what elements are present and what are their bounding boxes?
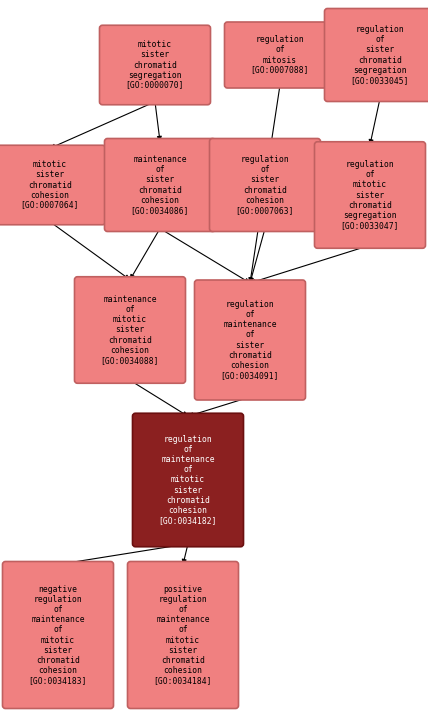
FancyBboxPatch shape	[74, 276, 185, 383]
FancyBboxPatch shape	[225, 22, 336, 88]
Text: regulation
of
maintenance
of
sister
chromatid
cohesion
[GO:0034091]: regulation of maintenance of sister chro…	[221, 300, 279, 380]
Text: maintenance
of
sister
chromatid
cohesion
[GO:0034086]: maintenance of sister chromatid cohesion…	[131, 155, 189, 215]
Text: negative
regulation
of
maintenance
of
mitotic
sister
chromatid
cohesion
[GO:0034: negative regulation of maintenance of mi…	[29, 585, 87, 685]
FancyBboxPatch shape	[209, 139, 321, 231]
FancyBboxPatch shape	[104, 139, 216, 231]
Text: regulation
of
mitosis
[GO:0007088]: regulation of mitosis [GO:0007088]	[251, 35, 309, 75]
Text: regulation
of
maintenance
of
mitotic
sister
chromatid
cohesion
[GO:0034182]: regulation of maintenance of mitotic sis…	[159, 435, 217, 525]
Text: regulation
of
mitotic
sister
chromatid
segregation
[GO:0033047]: regulation of mitotic sister chromatid s…	[341, 160, 399, 230]
Text: mitotic
sister
chromatid
segregation
[GO:0000070]: mitotic sister chromatid segregation [GO…	[126, 40, 184, 90]
Text: regulation
of
sister
chromatid
cohesion
[GO:0007063]: regulation of sister chromatid cohesion …	[236, 155, 294, 215]
FancyBboxPatch shape	[0, 145, 105, 225]
FancyBboxPatch shape	[133, 414, 244, 546]
FancyBboxPatch shape	[194, 280, 306, 400]
Text: maintenance
of
mitotic
sister
chromatid
cohesion
[GO:0034088]: maintenance of mitotic sister chromatid …	[101, 295, 159, 365]
Text: mitotic
sister
chromatid
cohesion
[GO:0007064]: mitotic sister chromatid cohesion [GO:00…	[21, 160, 79, 210]
FancyBboxPatch shape	[324, 9, 428, 101]
Text: regulation
of
sister
chromatid
segregation
[GO:0033045]: regulation of sister chromatid segregati…	[351, 25, 409, 85]
FancyBboxPatch shape	[128, 561, 238, 709]
FancyBboxPatch shape	[3, 561, 113, 709]
FancyBboxPatch shape	[315, 141, 425, 248]
Text: positive
regulation
of
maintenance
of
mitotic
sister
chromatid
cohesion
[GO:0034: positive regulation of maintenance of mi…	[154, 585, 212, 685]
FancyBboxPatch shape	[99, 25, 211, 105]
